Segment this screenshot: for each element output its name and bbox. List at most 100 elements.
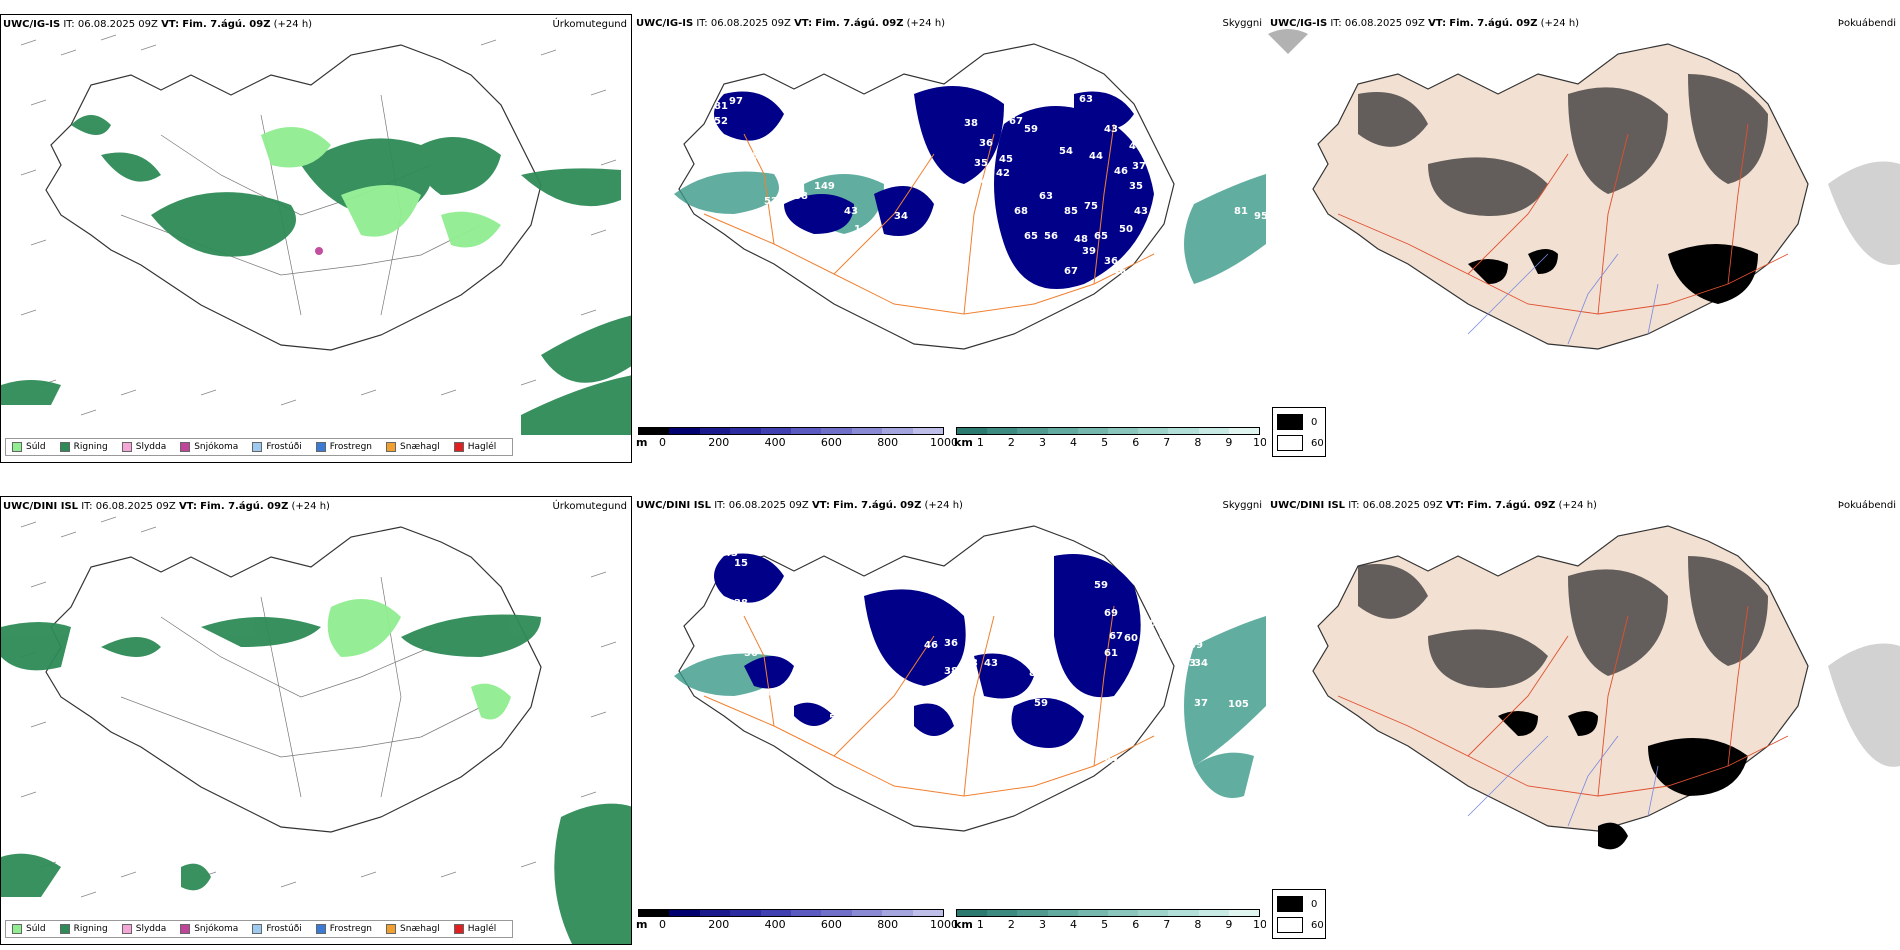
ceiling-label: 15 xyxy=(734,558,748,569)
ceiling-label: 123 xyxy=(784,161,805,172)
ceiling-label: 86 xyxy=(1029,668,1043,679)
legend-swatch xyxy=(453,442,464,452)
legend-swatch xyxy=(315,442,326,452)
ceiling-label: 50 xyxy=(1014,650,1028,661)
variable-name: Þokuábendi xyxy=(1837,500,1896,511)
ceiling-label: 105 xyxy=(1228,699,1249,710)
ceiling-label: 83 xyxy=(1104,756,1118,767)
precip-panel-row1: UWC/IG-IS IT: 06.08.2025 09Z VT: Fim. 7.… xyxy=(0,14,632,463)
ceiling-label: 52 xyxy=(764,196,778,207)
ceiling-label: 64 xyxy=(734,698,748,709)
ceiling-label: 44 xyxy=(1089,151,1103,162)
legend-swatch xyxy=(180,442,191,452)
wind-barbs xyxy=(20,34,617,416)
ceiling-label: 38 xyxy=(794,191,808,202)
colorbar-tick: 200 xyxy=(708,918,730,931)
colorbar-tick: 400 xyxy=(764,918,786,931)
road-network xyxy=(120,94,482,316)
ceiling-label: 50 xyxy=(1139,648,1153,659)
precip-legend-item: Súld xyxy=(12,442,46,452)
colorbar-tick: 9 xyxy=(1225,436,1233,449)
ceiling-label: 36 xyxy=(944,638,958,649)
ceiling-fields xyxy=(714,86,1154,289)
ceiling-label: 35 xyxy=(1129,181,1143,192)
ceiling-label: 85 xyxy=(1064,206,1078,217)
legend-swatch xyxy=(121,442,132,452)
cloud-panel-row2: 43 15 38 230 50 76 64 41 67 55 46 36 43 38 43 50 86 59 92 4… xyxy=(634,496,1266,945)
iceland-coastline xyxy=(45,44,542,351)
roads xyxy=(703,123,1155,315)
legend-swatch xyxy=(386,924,397,934)
variable-name: Úrkomutegund xyxy=(552,19,627,30)
colorbar-tick: 200 xyxy=(708,436,730,449)
ceiling-label: 67 xyxy=(804,683,818,694)
ceiling-colorbar: 0 200 400 600 800 1000 m xyxy=(636,427,958,449)
legend-swatch xyxy=(180,924,191,934)
ceiling-label: 46 xyxy=(924,640,938,651)
ceiling-label: 43 xyxy=(1182,658,1196,669)
ceiling-label: 42 xyxy=(996,168,1010,179)
colorbar-tick: 2 xyxy=(1007,918,1015,931)
cloud-panel-row1: 49 81 97 52 55 66 123 38 149 43 52 140 34 38 36 35 34 45 4… xyxy=(634,14,1266,463)
panel-header: UWC/IG-IS IT: 06.08.2025 09Z VT: Fim. 7.… xyxy=(636,18,946,29)
fog-index xyxy=(1268,29,1900,265)
ceiling-label: 38 xyxy=(944,666,958,677)
ceiling-label: 43 xyxy=(984,658,998,669)
fog-swatch-60 xyxy=(1277,435,1303,451)
legend-swatch xyxy=(12,924,22,934)
ceiling-label: 43 xyxy=(1104,124,1118,135)
colorbar-tick: 10 xyxy=(1253,918,1266,931)
variable-name: Skyggni xyxy=(1222,500,1262,511)
colorbar-tick: 600 xyxy=(820,918,842,931)
ceiling-label: 69 xyxy=(1104,608,1118,619)
roads xyxy=(703,605,1155,797)
ceiling-label: 54 xyxy=(1134,708,1148,719)
legend-swatch xyxy=(121,924,132,934)
colorbar-tick: 1000 xyxy=(930,918,958,931)
colorbar-tick: 4 xyxy=(1070,918,1078,931)
precip-areas xyxy=(1,115,631,435)
ceiling-label: 48 xyxy=(1074,234,1088,245)
colorbar-tick: 7 xyxy=(1163,436,1171,449)
ceiling-label: 72 xyxy=(1079,728,1093,739)
precip-legend-item: Frostregn xyxy=(315,442,372,452)
precip-legend-item: Frostregn xyxy=(315,924,372,934)
panel-header: UWC/DINI ISL IT: 06.08.2025 09Z VT: Fim.… xyxy=(3,501,330,512)
precip-legend-item: Rigning xyxy=(59,924,108,934)
ceiling-label: 81 xyxy=(714,101,728,112)
fog-swatch-0 xyxy=(1277,896,1303,912)
legend-swatch xyxy=(59,924,70,934)
precip-panel-row2: UWC/DINI ISL IT: 06.08.2025 09Z VT: Fim.… xyxy=(0,496,632,945)
fog-index xyxy=(1358,556,1900,767)
colorbar-tick: 6 xyxy=(1132,918,1140,931)
colorbar-tick: 6 xyxy=(1132,436,1140,449)
precip-legend-item: Haglél xyxy=(453,924,496,934)
legend-swatch xyxy=(386,442,397,452)
ceiling-label: 43 xyxy=(844,206,858,217)
ceiling-label: 43 xyxy=(964,658,978,669)
ceiling-label: 45 xyxy=(1049,94,1063,105)
colorbar-tick: 8 xyxy=(1194,918,1202,931)
colorbar-tick: 0 xyxy=(658,918,666,931)
ceiling-label: 59 xyxy=(1094,580,1108,591)
precip-legend-item: Slydda xyxy=(121,924,166,934)
ceiling-label: 38 xyxy=(964,118,978,129)
rivers xyxy=(1467,253,1659,345)
precip-legend-item: Snæhagl xyxy=(386,924,440,934)
ceiling-label: 66 xyxy=(744,151,758,162)
ceiling-label: 38 xyxy=(734,598,748,609)
model-name: UWC/IG-IS xyxy=(3,19,61,30)
variable-name: Skyggni xyxy=(1222,18,1262,29)
ceiling-colorbar: 0 200 400 600 800 1000 m xyxy=(636,909,958,931)
colorbar-tick: 800 xyxy=(877,436,899,449)
colorbar-tick: 4 xyxy=(1070,436,1078,449)
ceiling-label: 65 xyxy=(1024,231,1038,242)
ceiling-label: 45 xyxy=(999,154,1013,165)
ceiling-fields xyxy=(714,553,1141,748)
panel-header: UWC/IG-IS IT: 06.08.2025 09Z VT: Fim. 7.… xyxy=(1270,18,1580,29)
colorbar-tick: 7 xyxy=(1163,918,1171,931)
ceiling-label: 20 xyxy=(891,832,905,843)
ceiling-label: 67 xyxy=(1009,116,1023,127)
roads xyxy=(1337,605,1789,797)
ceiling-label: 50 xyxy=(744,648,758,659)
